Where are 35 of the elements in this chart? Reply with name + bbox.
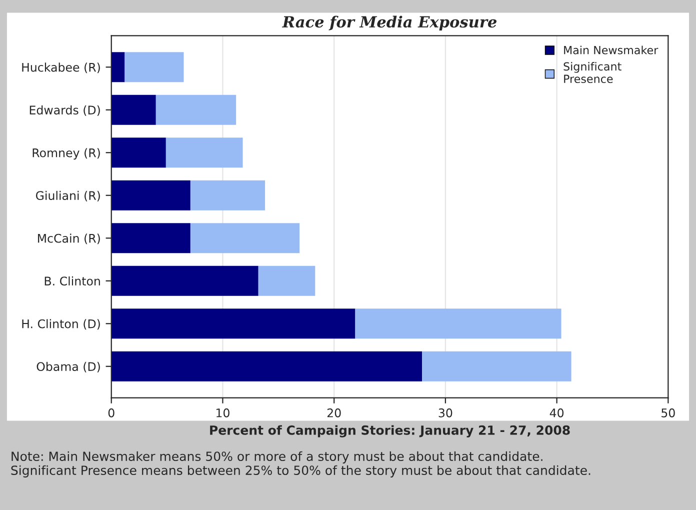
bar <box>258 266 316 296</box>
y-tick-label: Obama (D) <box>36 362 100 372</box>
y-tick-label: Edwards (D) <box>30 105 100 116</box>
legend-label: Main Newsmaker <box>564 46 658 54</box>
bar <box>111 94 156 125</box>
bar <box>111 138 166 168</box>
y-tick-label: Giuliani (R) <box>36 190 100 202</box>
bar <box>355 308 562 339</box>
x-tick-label: 30 <box>438 408 452 418</box>
text: Note: Main Newsmaker means 50% or more of a story must be about that candidate. Significant Presence means between 25% to 50% of the story must be about that candidate. <box>11 451 590 478</box>
bar <box>422 351 572 382</box>
bar <box>111 266 258 296</box>
bar <box>111 223 190 254</box>
bar <box>166 138 243 168</box>
x-axis-title: Percent of Campaign Stories: January 21 - 27, 2008 <box>210 425 570 438</box>
x-tick-label: 20 <box>327 408 341 418</box>
x-tick-label: 10 <box>216 408 230 418</box>
y-tick-label: Huckabee (R) <box>22 62 100 74</box>
bar <box>156 94 236 125</box>
chart-title: Race for Media Exposure <box>282 16 497 31</box>
y-tick-label: Romney (R) <box>32 148 100 160</box>
bar <box>190 223 300 254</box>
x-tick-label: 50 <box>662 408 675 418</box>
bar <box>111 308 356 339</box>
bar <box>124 52 184 82</box>
y-tick-label: McCain (R) <box>38 234 100 244</box>
legend-label: Significant Presence <box>564 62 622 84</box>
bar <box>111 52 125 82</box>
bar <box>111 180 190 210</box>
y-tick-label: H. Clinton (D) <box>22 319 100 330</box>
bar <box>190 180 266 210</box>
x-tick-label: 40 <box>550 408 564 418</box>
y-tick-label: B. Clinton <box>44 276 100 286</box>
bar <box>111 351 422 382</box>
x-tick-label: 0 <box>108 408 114 418</box>
